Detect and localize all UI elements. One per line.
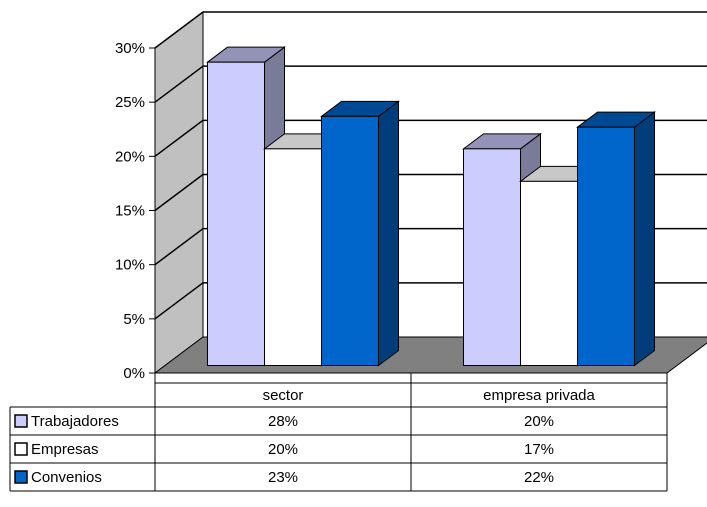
y-tick-label: 5% bbox=[123, 311, 145, 328]
data-value-label: 23% bbox=[268, 469, 298, 486]
legend-entry: Trabajadores bbox=[31, 413, 119, 430]
bar-front bbox=[207, 61, 265, 367]
data-value-label: 20% bbox=[524, 413, 554, 430]
category-label: sector bbox=[263, 387, 304, 404]
data-table: sector empresa privada Trabajadores 28% 20% E… bbox=[9, 373, 668, 492]
gridline-side bbox=[154, 282, 204, 320]
bar-front bbox=[264, 148, 322, 366]
legend-entry: Empresas bbox=[31, 441, 99, 458]
gridline-side bbox=[154, 228, 204, 266]
gridline-side bbox=[154, 119, 204, 157]
gridline-side bbox=[154, 65, 204, 103]
data-value-label: 28% bbox=[268, 413, 298, 430]
bar-side bbox=[634, 111, 655, 367]
y-tick-label: 0% bbox=[123, 365, 145, 382]
bar-convenios-1 bbox=[576, 111, 656, 367]
bar-front bbox=[321, 115, 379, 367]
legend-swatch bbox=[14, 442, 28, 456]
bar-front bbox=[577, 126, 635, 366]
y-tick-label: 10% bbox=[115, 257, 145, 274]
data-value-label: 22% bbox=[524, 469, 554, 486]
y-tick-label: 30% bbox=[115, 40, 145, 57]
category-label: empresa privada bbox=[483, 387, 595, 404]
bar-front bbox=[463, 148, 521, 366]
bar-convenios-0 bbox=[320, 100, 400, 367]
gridline-side bbox=[154, 173, 204, 212]
data-value-label: 17% bbox=[524, 441, 554, 458]
bar-side bbox=[378, 100, 399, 367]
bar-front bbox=[520, 180, 578, 366]
data-value-label: 20% bbox=[268, 441, 298, 458]
legend-swatch bbox=[14, 414, 28, 428]
gridline-side bbox=[154, 11, 204, 49]
legend-entry: Convenios bbox=[31, 469, 102, 486]
y-tick-label: 25% bbox=[115, 94, 145, 111]
legend-swatch bbox=[14, 470, 28, 484]
y-tick-label: 15% bbox=[115, 203, 145, 220]
y-tick-label: 20% bbox=[115, 148, 145, 165]
